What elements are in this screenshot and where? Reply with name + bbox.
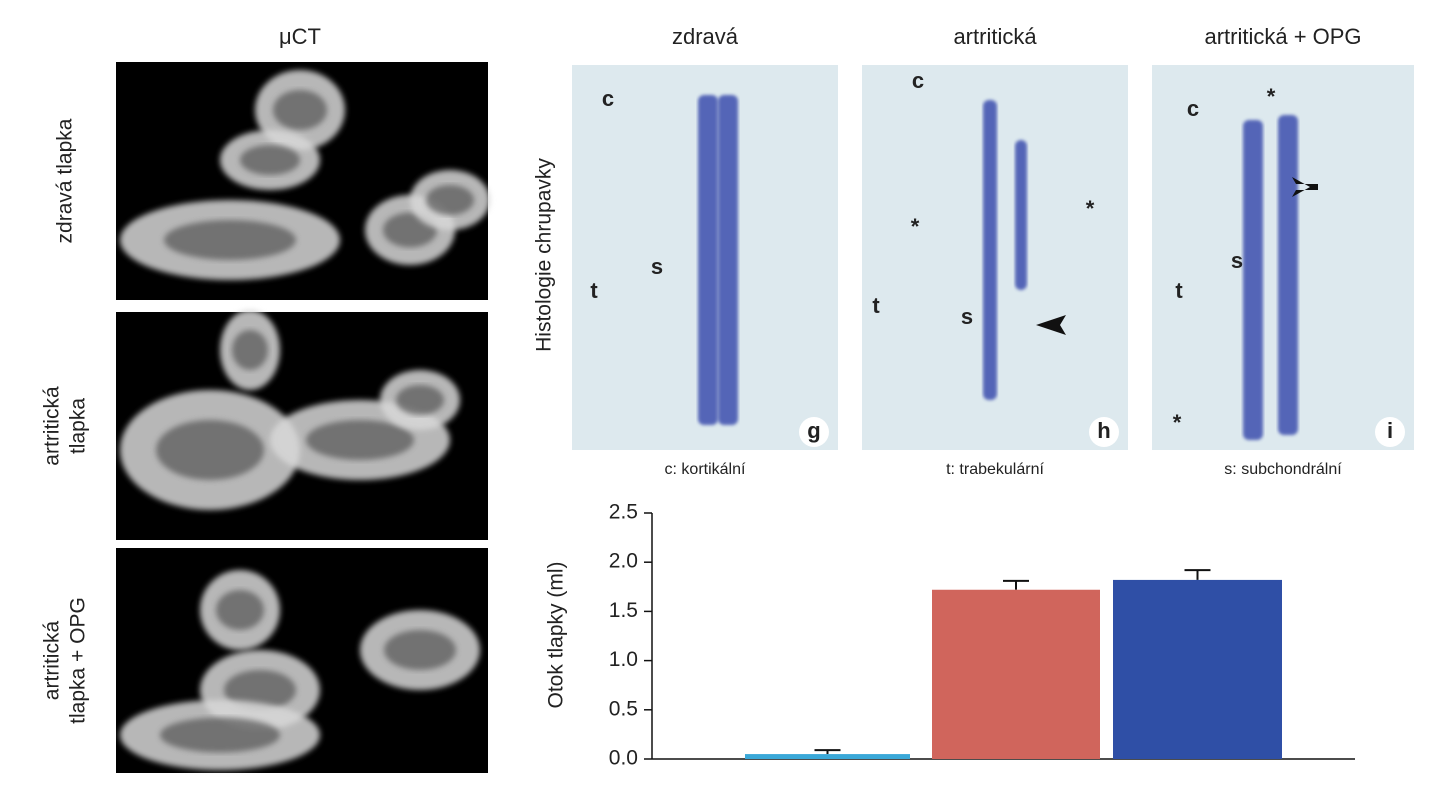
- stained-cartilage: [983, 100, 997, 400]
- row-label: zdravá tlapka: [54, 118, 77, 243]
- histology-label: Histologie chrupavky: [533, 158, 556, 352]
- bone-core: [306, 420, 414, 460]
- marker-label: t: [872, 293, 880, 318]
- bar: [745, 754, 910, 759]
- y-tick-label: 1.0: [609, 648, 638, 671]
- y-tick-label: 1.5: [609, 599, 638, 622]
- marker-label: c: [602, 86, 614, 111]
- bone-core: [426, 185, 474, 215]
- letter-badge: [1089, 417, 1119, 447]
- bone-core: [216, 590, 264, 630]
- bar: [932, 589, 1100, 759]
- panel-letter: h: [1097, 418, 1110, 443]
- bone-core: [224, 670, 296, 710]
- column-header: zdravá: [672, 24, 739, 49]
- marker-label: *: [1267, 84, 1276, 109]
- y-tick-label: 0.5: [609, 697, 638, 720]
- column-header: artritická + OPG: [1204, 24, 1361, 49]
- marker-label: t: [590, 278, 598, 303]
- column-header: artritická: [953, 24, 1037, 49]
- bar: [1113, 579, 1282, 759]
- stained-cartilage: [1278, 115, 1298, 435]
- letter-badge: [799, 417, 829, 447]
- bone-core: [156, 420, 264, 480]
- y-tick-label: 0.0: [609, 747, 638, 770]
- bone-core: [240, 145, 300, 175]
- y-tick-label: 2.0: [609, 550, 638, 573]
- marker-label: *: [911, 214, 920, 239]
- marker-label: t: [1175, 278, 1183, 303]
- stained-cartilage: [1243, 120, 1263, 440]
- caption: c: kortikální: [665, 461, 746, 478]
- marker-label: c: [912, 68, 924, 93]
- bone-core: [160, 717, 280, 753]
- marker-label: s: [1231, 248, 1243, 273]
- bone-core: [384, 630, 456, 670]
- marker-label: c: [1187, 96, 1199, 121]
- arrow: [1292, 177, 1318, 197]
- caption: s: subchondrální: [1224, 461, 1342, 478]
- y-axis-label: Otok tlapky (ml): [545, 561, 568, 708]
- row-label: tlapka + OPG: [67, 597, 90, 724]
- marker-label: s: [651, 254, 663, 279]
- stained-cartilage: [698, 95, 718, 425]
- stained-cartilage: [1015, 140, 1027, 290]
- caption: t: trabekulární: [946, 461, 1044, 478]
- marker-label: *: [1173, 410, 1182, 435]
- panel-letter: i: [1387, 418, 1393, 443]
- letter-badge: [1375, 417, 1405, 447]
- panel-letter: g: [807, 418, 820, 443]
- y-tick-label: 2.5: [609, 501, 638, 524]
- row-label: artritická: [41, 386, 64, 466]
- arrowhead: [1036, 315, 1066, 335]
- bone-core: [164, 220, 296, 260]
- stained-cartilage: [718, 95, 738, 425]
- marker-label: s: [961, 304, 973, 329]
- row-label: tlapka: [67, 398, 90, 454]
- bone-core: [273, 90, 327, 130]
- marker-label: *: [1086, 196, 1095, 221]
- ct-title: μCT: [279, 24, 321, 49]
- bone-core: [396, 385, 444, 415]
- row-label: artritická: [41, 621, 64, 701]
- bone-core: [232, 330, 268, 370]
